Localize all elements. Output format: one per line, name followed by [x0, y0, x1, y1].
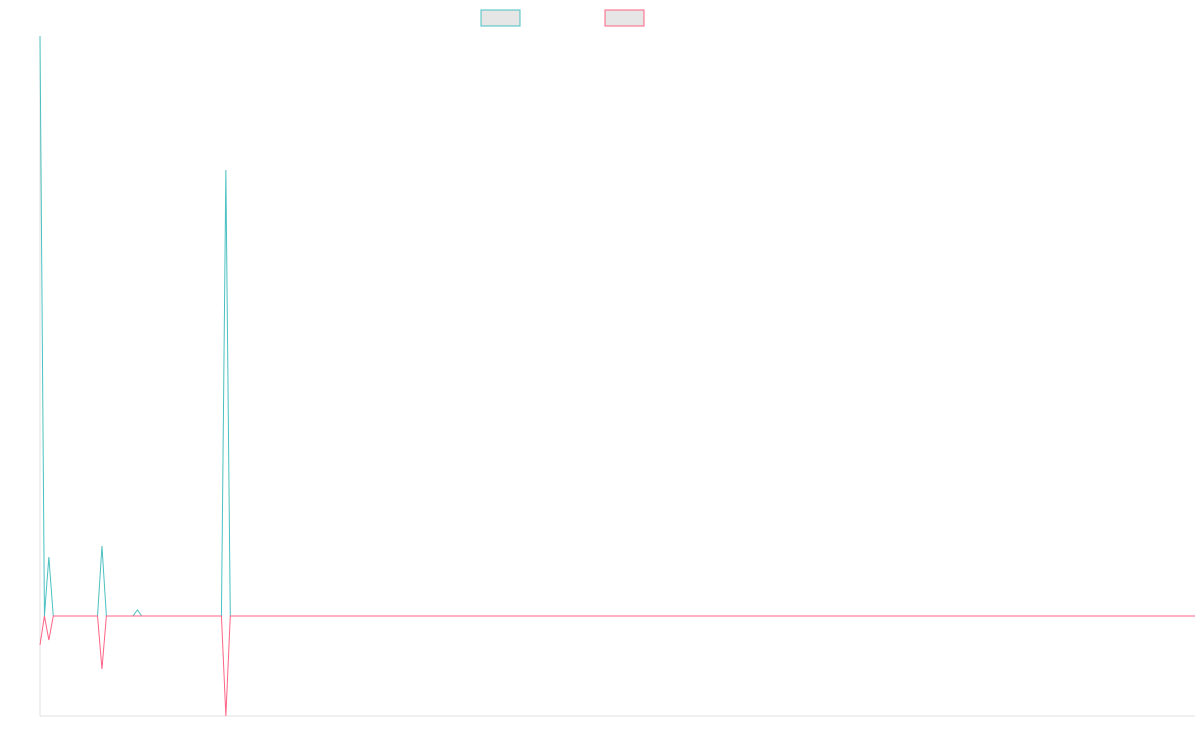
legend-swatch: [604, 9, 645, 27]
line-series: [39, 615, 1195, 717]
line-series: [39, 35, 1195, 617]
legend-swatch: [480, 9, 521, 27]
